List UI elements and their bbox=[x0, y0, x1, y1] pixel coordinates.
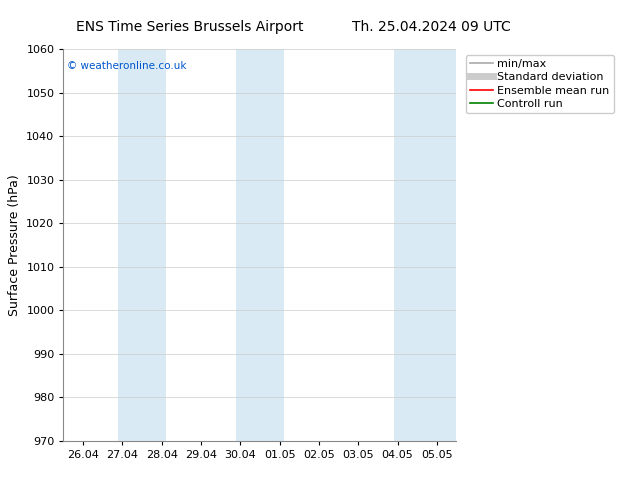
Legend: min/max, Standard deviation, Ensemble mean run, Controll run: min/max, Standard deviation, Ensemble me… bbox=[466, 54, 614, 114]
Text: Th. 25.04.2024 09 UTC: Th. 25.04.2024 09 UTC bbox=[352, 20, 510, 34]
Bar bbox=[394, 49, 456, 441]
Text: © weatheronline.co.uk: © weatheronline.co.uk bbox=[67, 61, 187, 71]
Bar bbox=[236, 49, 283, 441]
Y-axis label: Surface Pressure (hPa): Surface Pressure (hPa) bbox=[8, 174, 21, 316]
Text: ENS Time Series Brussels Airport: ENS Time Series Brussels Airport bbox=[77, 20, 304, 34]
Bar bbox=[119, 49, 165, 441]
